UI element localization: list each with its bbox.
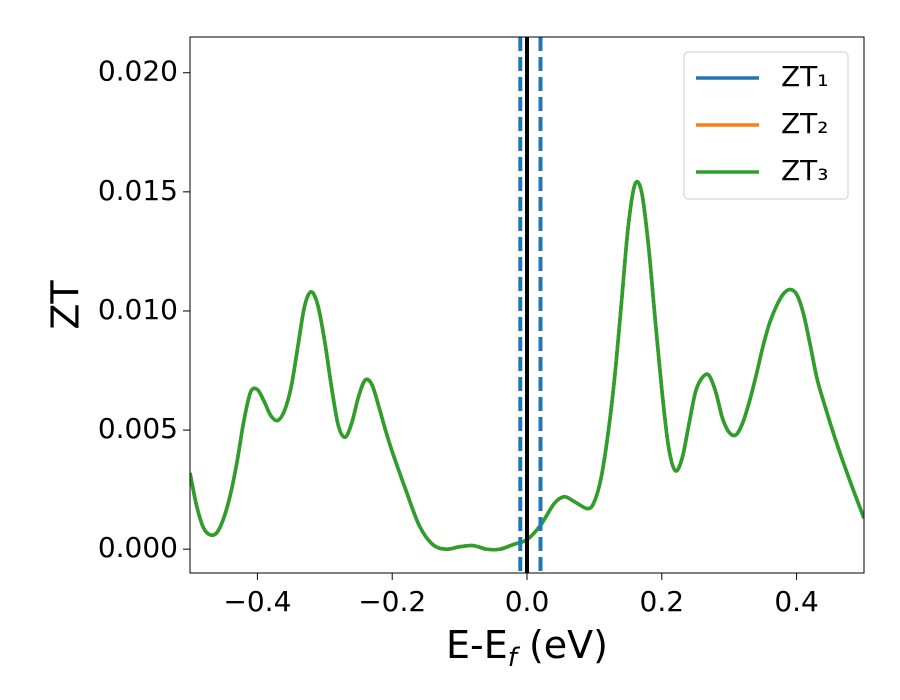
series-line: [190, 179, 864, 552]
legend: ZT₁ ZT₂ ZT₃: [683, 51, 849, 200]
y-tick-label: 0.020: [98, 55, 178, 88]
legend-label: ZT₃: [781, 154, 829, 187]
x-tick-label: 0.0: [505, 585, 550, 618]
x-tick-label: 0.2: [640, 585, 685, 618]
x-tick-label: −0.4: [223, 585, 291, 618]
x-axis-label-unit: (eV): [517, 623, 608, 667]
legend-label: ZT₁: [781, 60, 829, 93]
y-tick-label: 0.005: [98, 412, 178, 445]
legend-label: ZT₂: [781, 107, 829, 140]
x-axis-label-main: E-E: [446, 623, 508, 667]
plot-area: [190, 37, 864, 573]
y-tick-label: 0.015: [98, 174, 178, 207]
y-tick-label: 0.010: [98, 293, 178, 326]
x-axis-label: E-Ef (eV): [446, 623, 608, 673]
x-tick-label: 0.4: [774, 585, 819, 618]
legend-box: [683, 51, 849, 200]
y-tick-label: 0.000: [98, 531, 178, 564]
x-tick-label: −0.2: [358, 585, 426, 618]
y-axis-label: ZT: [44, 280, 88, 330]
plot-frame: [189, 36, 865, 574]
